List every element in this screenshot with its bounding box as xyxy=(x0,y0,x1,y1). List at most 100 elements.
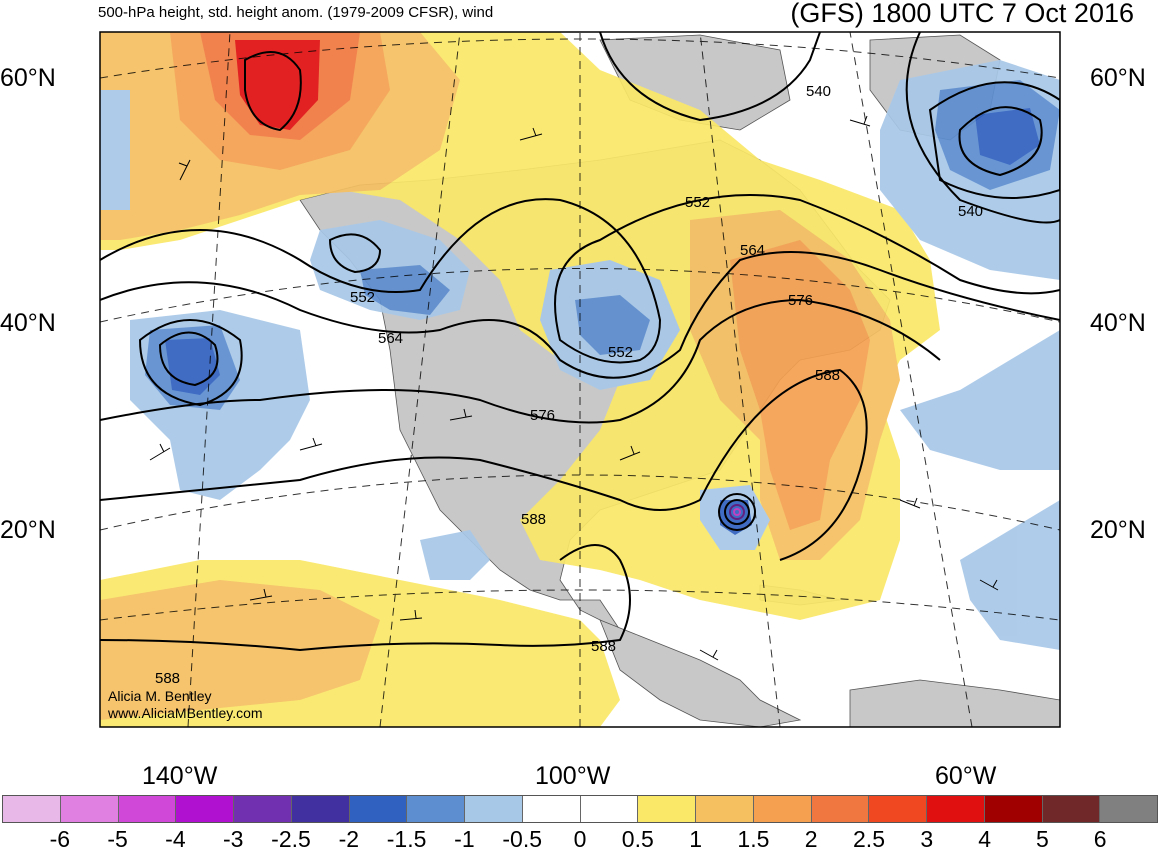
negative-anomaly-atlantic xyxy=(900,330,1060,470)
colorbar-tick-label: 1.5 xyxy=(737,826,770,852)
lat-label-right-20n: 20°N xyxy=(1090,516,1146,544)
colorbar-swatch xyxy=(234,795,292,823)
contour-label: 576 xyxy=(788,292,813,309)
lat-line-10n xyxy=(100,589,1060,621)
colorbar-tick-label: 4 xyxy=(978,826,991,852)
map-title: (GFS) 1800 UTC 7 Oct 2016 xyxy=(790,0,1134,28)
colorbar-swatch xyxy=(349,795,408,823)
positive-anomaly-extreme xyxy=(235,40,320,130)
contour-label: 540 xyxy=(806,83,831,100)
hurricane-contour-outer xyxy=(718,493,756,531)
wind-barb xyxy=(249,588,273,601)
height-contours xyxy=(100,32,1060,652)
wind-barb xyxy=(178,159,191,181)
lon-line-120w xyxy=(379,32,461,727)
colorbar-tick-label: -2 xyxy=(338,826,360,852)
graticule xyxy=(100,32,1060,727)
lat-label-right-60n: 60°N xyxy=(1090,64,1146,92)
colorbar-swatch xyxy=(869,795,927,823)
colorbar-swatch xyxy=(580,795,639,823)
contour-alaska-high xyxy=(244,51,302,132)
contour-label: 540 xyxy=(958,203,983,220)
colorbar-tick-label: 0 xyxy=(573,826,587,852)
contour-588-south xyxy=(100,544,631,652)
colorbar-tick-label: 2.5 xyxy=(853,826,885,852)
colorbar-swatch xyxy=(176,795,234,823)
colorbar-swatch xyxy=(60,795,119,823)
colorbar-tick-label: 1 xyxy=(689,826,702,852)
contour-label: 552 xyxy=(608,344,633,361)
map-subtitle: 500-hPa height, std. height anom. (1979-… xyxy=(98,4,494,21)
lat-label-right-40n: 40°N xyxy=(1090,309,1146,337)
hurricane-contour-middle xyxy=(724,499,750,525)
colorbar xyxy=(2,795,1158,823)
positive-anomaly-east-strong xyxy=(730,240,870,530)
colorbar-tick-label: 3 xyxy=(920,826,934,852)
colorbar-swatch xyxy=(291,795,350,823)
wind-barb xyxy=(149,443,171,461)
colorbar-tick-label: -4 xyxy=(165,826,186,852)
colorbar-tick-label: -0.5 xyxy=(502,826,543,852)
wind-barb xyxy=(979,579,999,591)
negative-anomaly-atlantic-south xyxy=(960,500,1060,650)
colorbar-swatch xyxy=(638,795,696,823)
lon-label-100w: 100°W xyxy=(535,762,611,790)
contour-pacific-low-outer xyxy=(138,319,243,407)
colorbar-swatch xyxy=(407,795,465,823)
contour-label-group: 540 540 552 552 552 564 564 576 576 588 … xyxy=(155,83,983,687)
colorbar-swatch xyxy=(118,795,177,823)
contour-552 xyxy=(100,194,1060,364)
colorbar-swatch xyxy=(465,795,523,823)
lat-label-left-40n: 40°N xyxy=(0,309,56,337)
positive-anomaly-pacific-moderate xyxy=(100,580,380,720)
wind-barb xyxy=(519,127,543,141)
contour-588-north xyxy=(100,368,868,561)
contour-576 xyxy=(100,298,941,424)
contour-540-east xyxy=(905,32,1060,224)
author-website: www.AliciaMBentley.com xyxy=(108,705,263,721)
colorbar-swatch xyxy=(1100,795,1158,823)
colorbar-swatch xyxy=(927,795,985,823)
colorbar-tick-label: -1 xyxy=(454,826,475,852)
contour-label: 588 xyxy=(155,670,180,687)
colorbar-tick-label: 2 xyxy=(804,826,818,852)
colorbar-tick-label: -1.5 xyxy=(386,826,427,852)
wind-barb xyxy=(619,445,641,461)
contour-540-north xyxy=(599,32,821,122)
contour-pacific-low xyxy=(158,331,219,387)
wind-barbs xyxy=(149,115,999,661)
colorbar-swatch xyxy=(811,795,870,823)
contour-564 xyxy=(100,251,1060,379)
contour-label: 564 xyxy=(740,242,765,259)
negative-anomaly-labrador-strong xyxy=(975,108,1040,165)
lon-line-60w xyxy=(849,32,973,727)
colorbar-swatch xyxy=(522,795,581,823)
contour-label: 576 xyxy=(530,407,555,424)
colorbar-tick-label: -6 xyxy=(49,826,71,852)
contour-label: 588 xyxy=(815,367,840,384)
wind-barb xyxy=(299,437,323,451)
contour-labrador-low xyxy=(958,106,1043,177)
contour-labrador-low-outer xyxy=(928,81,1060,199)
map-canvas: 540 540 552 552 552 564 564 576 576 588 … xyxy=(100,32,1060,727)
contour-label: 552 xyxy=(685,194,710,211)
lat-line-20n xyxy=(100,474,1060,531)
colorbar-swatch xyxy=(1042,795,1101,823)
colorbar-swatch xyxy=(2,795,61,823)
colorbar-tick-label: -2.5 xyxy=(271,826,311,852)
negative-anomaly-hawaii xyxy=(100,90,130,210)
contour-label: 564 xyxy=(378,330,403,347)
lat-label-left-20n: 20°N xyxy=(0,516,56,544)
map-figure: 540 540 552 552 552 564 564 576 576 588 … xyxy=(99,31,1061,728)
colorbar-tick-label: 5 xyxy=(1035,826,1049,852)
hurricane-contour-inner xyxy=(729,504,745,520)
map-border xyxy=(99,31,1061,728)
colorbar-swatch xyxy=(984,795,1043,823)
colorbar-tick-label: -3 xyxy=(222,826,244,852)
contour-rockies-low xyxy=(328,233,382,274)
hurricane-matthew xyxy=(718,493,756,531)
colorbar-tick-label: 6 xyxy=(1093,826,1107,852)
colorbar-tick-label: 0.5 xyxy=(621,826,654,852)
colorbar-tick-label: -5 xyxy=(107,826,128,852)
wind-barb xyxy=(449,408,473,421)
